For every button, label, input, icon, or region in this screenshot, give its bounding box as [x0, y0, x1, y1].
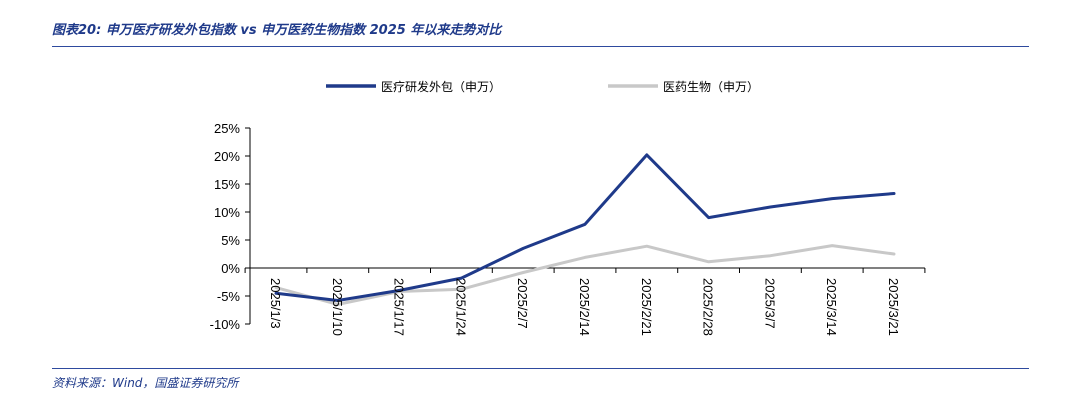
x-tick-label: 2025/3/14: [824, 278, 839, 336]
y-tick-label: 0%: [221, 261, 240, 276]
x-tick-label: 2025/1/3: [268, 278, 283, 329]
x-tick-label: 2025/3/7: [762, 278, 777, 329]
x-tick-label: 2025/2/7: [515, 278, 530, 329]
legend-label-1: 医疗研发外包（申万）: [381, 79, 501, 94]
x-tick-labels: 2025/1/3 2025/1/10 2025/1/17 2025/1/24 2025/…: [268, 278, 901, 336]
y-tick-label: 10%: [214, 205, 240, 220]
x-tick-label: 2025/1/17: [392, 278, 407, 336]
top-rule: [52, 46, 1029, 47]
y-tick-label: 25%: [214, 121, 240, 136]
y-tick-label: 20%: [214, 149, 240, 164]
bottom-rule: [52, 368, 1029, 369]
x-tick-label: 2025/2/21: [639, 278, 654, 336]
figure-title: 图表20: 申万医疗研发外包指数 vs 申万医药生物指数 2025 年以来走势对…: [52, 23, 502, 38]
series-line-1: [274, 153, 896, 302]
axes: 25% 20% 15% 10% 5% 0% -5% -10%: [210, 121, 926, 332]
legend: 医疗研发外包（申万） 医药生物（申万）: [326, 79, 759, 94]
series-line-2: [274, 244, 896, 306]
y-tick-label: 15%: [214, 177, 240, 192]
series-lines: [274, 153, 896, 306]
source-note: 资料来源：Wind，国盛证券研究所: [52, 376, 239, 390]
x-tick-label: 2025/3/21: [886, 278, 901, 336]
y-tick-label: 5%: [221, 233, 240, 248]
x-tick-label: 2025/1/10: [330, 278, 345, 336]
legend-label-2: 医药生物（申万）: [663, 80, 759, 94]
x-tick-label: 2025/1/24: [453, 278, 468, 336]
x-tick-label: 2025/2/14: [577, 278, 592, 336]
x-tick-label: 2025/2/28: [701, 278, 716, 336]
y-tick-label: -5%: [217, 289, 241, 304]
y-tick-label: -10%: [210, 317, 241, 332]
